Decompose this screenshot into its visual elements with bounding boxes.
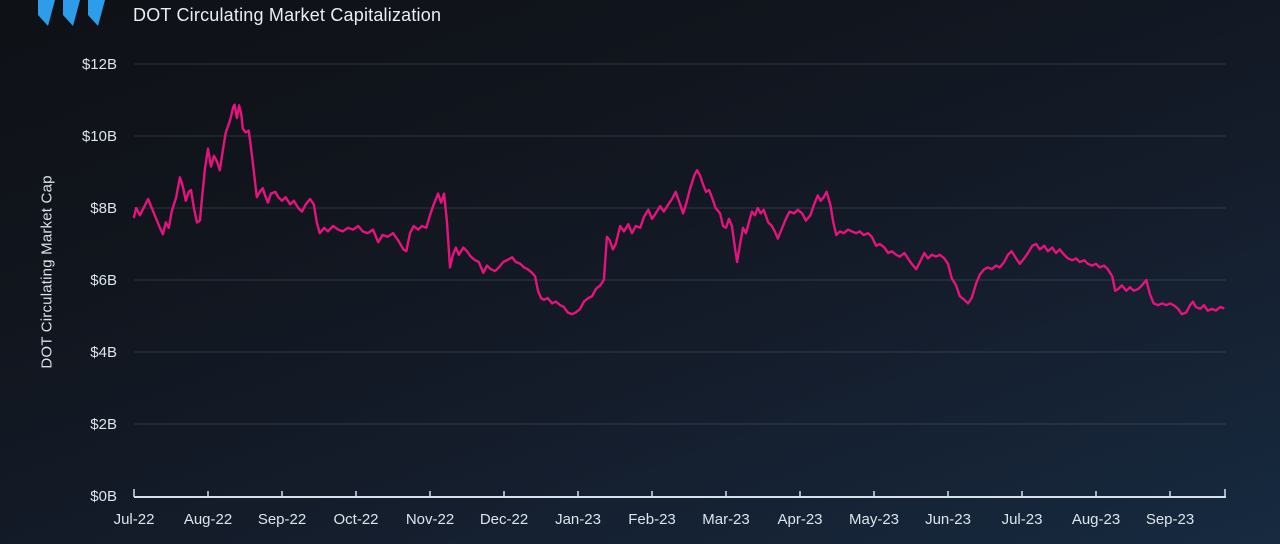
x-tick-label-Mar-23: Mar-23 — [702, 511, 750, 528]
x-tick-label-Jan-23: Jan-23 — [555, 511, 601, 528]
x-tick-label-Oct-22: Oct-22 — [333, 511, 378, 528]
y-tick-label-$4B: $4B — [90, 344, 117, 361]
x-tick-label-Jul-23: Jul-23 — [1002, 511, 1043, 528]
x-tick-label-Jun-23: Jun-23 — [925, 511, 971, 528]
logo-bar-1 — [38, 0, 55, 26]
logo-bar-3 — [88, 0, 105, 26]
x-tick-label-Feb-23: Feb-23 — [628, 511, 676, 528]
x-tick-label-Jul-22: Jul-22 — [114, 511, 155, 528]
messari-logo-icon — [38, 0, 105, 26]
logo-bar-2 — [63, 0, 80, 26]
y-tick-label-$0B: $0B — [90, 488, 117, 505]
x-tick-label-Aug-22: Aug-22 — [184, 511, 232, 528]
x-tick-label-Aug-23: Aug-23 — [1072, 511, 1120, 528]
x-tick-label-Nov-22: Nov-22 — [406, 511, 454, 528]
series-line-dot-circulating-market-cap[interactable] — [132, 103, 1225, 316]
x-tick-label-Apr-23: Apr-23 — [777, 511, 822, 528]
chart-header: DOT Circulating Market Capitalization — [0, 0, 1280, 32]
x-tick-label-Sep-22: Sep-22 — [258, 511, 306, 528]
x-tick-label-Sep-23: Sep-23 — [1146, 511, 1194, 528]
y-tick-label-$8B: $8B — [90, 200, 117, 217]
y-tick-label-$2B: $2B — [90, 416, 117, 433]
x-tick-label-May-23: May-23 — [849, 511, 899, 528]
y-tick-label-$10B: $10B — [82, 128, 117, 145]
y-axis-title: DOT Circulating Market Cap — [38, 175, 56, 369]
y-tick-label-$6B: $6B — [90, 272, 117, 289]
x-tick-label-Dec-22: Dec-22 — [480, 511, 528, 528]
page-title: DOT Circulating Market Capitalization — [133, 5, 442, 25]
y-tick-label-$12B: $12B — [82, 56, 117, 73]
